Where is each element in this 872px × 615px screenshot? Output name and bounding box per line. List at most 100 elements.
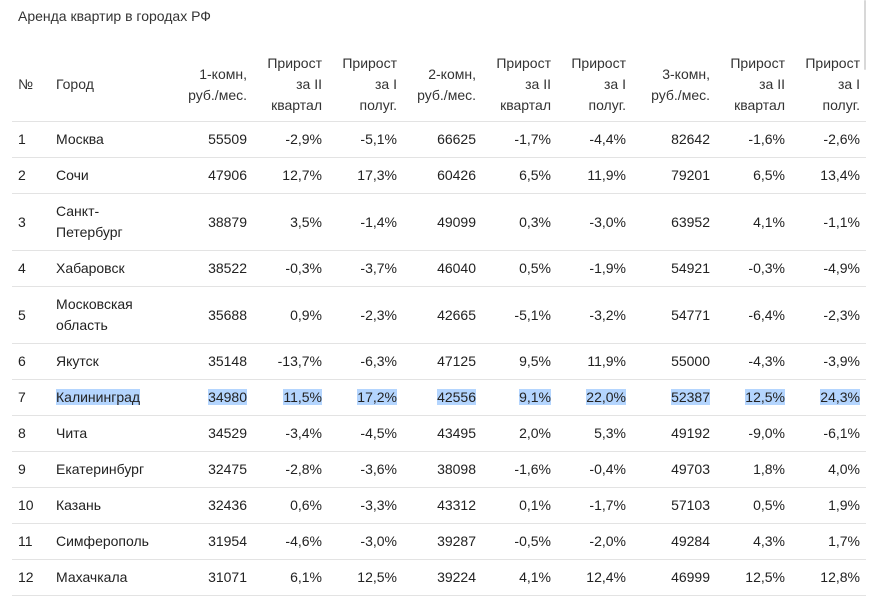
cell-g2q-text: 4,1% [519, 569, 551, 585]
column-header-r2: 2-комн, руб./мес. [403, 48, 482, 122]
cell-g2q-text: 2,0% [519, 425, 551, 441]
cell-g3q-text: -9,0% [748, 425, 785, 441]
cell-r2-text: 39224 [437, 569, 476, 585]
column-header-num: № [12, 48, 50, 122]
cell-r1-text: 31071 [208, 569, 247, 585]
cell-g1h: -3,7% [328, 250, 403, 287]
column-header-r3: 3-комн, руб./мес. [632, 48, 716, 122]
cell-g2q: -1,7% [482, 121, 557, 158]
cell-num: 4 [12, 250, 50, 287]
cell-num: 12 [12, 559, 50, 596]
cell-g2q-text: 0,5% [519, 260, 551, 276]
cell-r3-text: 49703 [671, 461, 710, 477]
cell-r1-text: 31954 [208, 533, 247, 549]
table-row[interactable]: 8 Чита 34529 -3,4% -4,5% 43495 2,0% 5,3% 49192 -9… [12, 415, 866, 452]
cell-city-text: Екатеринбург [56, 461, 145, 477]
cell-r3-text: 54771 [671, 306, 710, 323]
table-row[interactable]: 1 Москва 55509 -2,9% -5,1% 66625 -1,7% -4,4% 826… [12, 121, 866, 158]
cell-g2h: 22,0% [557, 379, 632, 416]
cell-g3q: 4,1% [716, 193, 791, 251]
cell-g1h: 12,5% [328, 559, 403, 596]
cell-r1-text: 38522 [208, 260, 247, 276]
cell-r2-text: 46040 [437, 260, 476, 276]
column-header-g2h: Прирост за I полуг. [557, 48, 632, 122]
cell-r1: 38879 [163, 193, 253, 251]
cell-g3h-text: -2,6% [823, 131, 860, 147]
cell-g2q: -1,6% [482, 451, 557, 488]
cell-g3q: 12,5% [716, 559, 791, 596]
cell-city-text: Сочи [56, 167, 89, 183]
cell-g1h: -3,0% [328, 523, 403, 560]
cell-g3h-text: 1,7% [828, 533, 860, 549]
cell-city-text: Калининград [56, 389, 141, 405]
cell-num-text: 10 [18, 497, 34, 513]
cell-city-text: Казань [56, 497, 102, 513]
cell-g3h: 1,9% [791, 487, 866, 524]
cell-r2-text: 43495 [437, 425, 476, 441]
cell-g2h-text: 11,9% [587, 353, 626, 369]
cell-r1-text: 47906 [208, 167, 247, 183]
table-row[interactable]: 3 Санкт-Петербург 38879 3,5% -1,4% 49099 0,3% -… [12, 193, 866, 251]
cell-num: 11 [12, 523, 50, 560]
cell-r2: 43495 [403, 415, 482, 452]
cell-g1h: -1,4% [328, 193, 403, 251]
cell-g1h: -4,5% [328, 415, 403, 452]
cell-city-text: Якутск [56, 353, 99, 369]
cell-g1h: -3,3% [328, 487, 403, 524]
cell-g2h: 11,9% [557, 343, 632, 380]
cell-g3h: 4,0% [791, 451, 866, 488]
table-header-row: № Город 1-комн, руб./мес. Прирост за II ква… [12, 48, 866, 122]
cell-r2-text: 42556 [437, 389, 476, 405]
cell-g3h: -6,1% [791, 415, 866, 452]
cell-num-text: 9 [18, 461, 26, 477]
cell-num: 2 [12, 157, 50, 194]
cell-g2q-text: 9,1% [519, 389, 551, 405]
table-row[interactable]: 10 Казань 32436 0,6% -3,3% 43312 0,1% -1,7% 5710… [12, 487, 866, 524]
cell-g2q: -0,5% [482, 523, 557, 560]
cell-g1q: 11,5% [253, 379, 328, 416]
table-row[interactable]: 7 Калининград 34980 11,5% 17,2% 42556 9,1% 22,0… [12, 379, 866, 416]
cell-g1q: 6,1% [253, 559, 328, 596]
cell-g1h: -2,3% [328, 286, 403, 344]
cell-g3q: -1,6% [716, 121, 791, 158]
cell-g2h-text: 12,4% [586, 569, 626, 585]
cell-g2h: 5,3% [557, 415, 632, 452]
cell-g1q-text: -2,9% [285, 131, 322, 147]
table-row[interactable]: 12 Махачкала 31071 6,1% 12,5% 39224 4,1% 12,4% 4… [12, 559, 866, 596]
cell-g3h: -2,3% [791, 286, 866, 344]
cell-g2h: -0,4% [557, 451, 632, 488]
cell-g1q: -0,3% [253, 250, 328, 287]
cell-r2: 60426 [403, 157, 482, 194]
cell-g3q-text: -4,3% [748, 353, 785, 369]
scrollbar[interactable] [864, 0, 866, 70]
cell-r3-text: 49284 [671, 533, 710, 549]
cell-city: Санкт-Петербург [50, 193, 163, 251]
cell-r2: 46040 [403, 250, 482, 287]
cell-r2-text: 38098 [437, 461, 476, 477]
cell-r1-text: 35688 [208, 306, 247, 323]
cell-city: Хабаровск [50, 250, 163, 287]
table-row[interactable]: 6 Якутск 35148 -13,7% -6,3% 47125 9,5% 11,9% 550… [12, 343, 866, 380]
cell-r3: 79201 [632, 157, 716, 194]
cell-r2: 42556 [403, 379, 482, 416]
table-row[interactable]: 5 Московская область 35688 0,9% -2,3% 42665 -5… [12, 286, 866, 344]
table-row[interactable]: 2 Сочи 47906 12,7% 17,3% 60426 6,5% 11,9% 79201 6… [12, 157, 866, 194]
cell-num-text: 5 [18, 306, 26, 323]
cell-num: 9 [12, 451, 50, 488]
cell-city: Якутск [50, 343, 163, 380]
cell-r2: 66625 [403, 121, 482, 158]
cell-r3-text: 54921 [671, 260, 710, 276]
cell-g1q-text: 11,5% [283, 389, 322, 405]
cell-num: 7 [12, 379, 50, 416]
cell-g2q-text: -1,7% [514, 131, 551, 147]
table-row[interactable]: 4 Хабаровск 38522 -0,3% -3,7% 46040 0,5% -1,9% 5… [12, 250, 866, 287]
cell-r1-text: 35148 [208, 353, 247, 369]
table-row[interactable]: 11 Симферополь 31954 -4,6% -3,0% 39287 -0,5% -2… [12, 523, 866, 560]
cell-g1h: 17,3% [328, 157, 403, 194]
cell-g2h: -1,9% [557, 250, 632, 287]
cell-r1: 38522 [163, 250, 253, 287]
cell-city: Симферополь [50, 523, 163, 560]
cell-g3h-text: -1,1% [823, 213, 860, 230]
table-row[interactable]: 9 Екатеринбург 32475 -2,8% -3,6% 38098 -1,6% -0… [12, 451, 866, 488]
cell-city: Екатеринбург [50, 451, 163, 488]
